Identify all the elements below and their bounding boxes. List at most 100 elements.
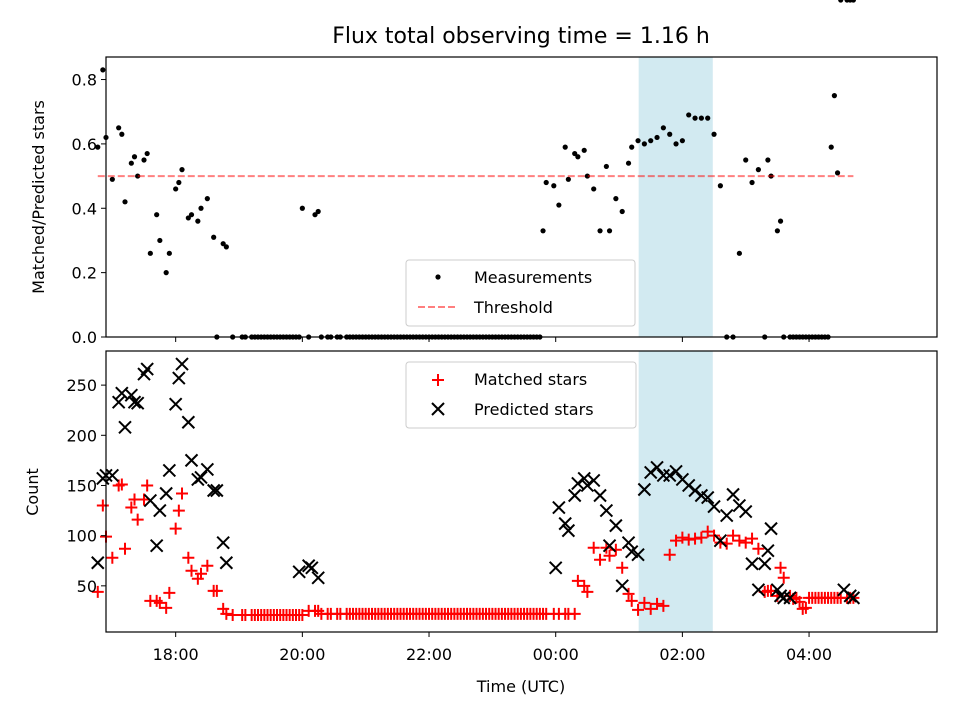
matched-star-point (296, 608, 309, 621)
legend-predicted-marker (431, 402, 445, 416)
predicted-star-point (586, 473, 601, 488)
measurement-point (581, 147, 587, 153)
matched-star-point (172, 504, 185, 517)
bottom-x-axis: 18:00 20:00 22:00 00:00 02:00 04:00 (153, 632, 832, 664)
matched-star-point (603, 549, 616, 562)
matched-star-point (220, 607, 233, 620)
matched-star-point (663, 548, 676, 561)
predicted-star-point (168, 397, 183, 411)
predicted-star-point (761, 544, 775, 558)
predicted-star-point (609, 518, 623, 533)
measurement-point (831, 93, 837, 99)
matched-star-point (739, 536, 752, 549)
predicted-star-point (777, 591, 791, 605)
measurement-point (312, 212, 318, 218)
y-tick-label: 0.4 (72, 199, 97, 218)
predicted-star-point (637, 482, 652, 497)
predicted-star-point (140, 362, 154, 376)
matched-star-point (578, 579, 591, 592)
bottom-highlight-span (638, 351, 713, 632)
predicted-star-point (701, 490, 715, 505)
top-y-axis-label: Matched/Predicted stars (29, 100, 48, 294)
measurement-point (116, 125, 122, 131)
y-tick-label: 100 (66, 527, 97, 546)
legend-matched-label: Matched stars (474, 370, 587, 389)
measurement-point (667, 131, 673, 137)
predicted-star-point (200, 462, 215, 477)
matched-star-point (163, 586, 176, 599)
measurement-point (613, 196, 619, 202)
y-tick-label: 0.8 (72, 71, 97, 90)
matched-star-point (695, 531, 708, 544)
predicted-star-point (159, 486, 173, 501)
measurement-point (749, 179, 755, 186)
top-axes-frame (105, 56, 938, 338)
measurement-point (838, 0, 844, 3)
predicted-star-point (91, 556, 105, 570)
measurement-point (850, 0, 856, 3)
matched-star-point (676, 531, 689, 544)
measurement-point (606, 228, 613, 234)
matched-star-point (793, 595, 806, 608)
y-tick-label: 0.0 (72, 328, 97, 347)
matched-star-point (571, 574, 584, 587)
predicted-star-point (726, 487, 740, 502)
measurement-point (100, 67, 106, 73)
predicted-star-point (739, 504, 753, 519)
matched-star-point (632, 603, 645, 616)
measurement-point (109, 176, 115, 182)
measurement-point (128, 160, 134, 166)
measurement-point (765, 157, 771, 163)
predicted-star-point (558, 516, 572, 531)
predicted-star-point (764, 521, 778, 536)
measurement-point (195, 218, 201, 224)
top-panel: 0.00.20.40.60.8 Matched/Predicted stars … (29, 0, 938, 347)
measurement-point (777, 218, 784, 224)
measurement-point (648, 138, 654, 144)
predicted-star-point (216, 535, 230, 550)
measurement-point (584, 173, 590, 179)
predicted-star-point (184, 453, 199, 468)
measurement-point (551, 183, 557, 189)
predicted-star-point (552, 500, 566, 515)
predicted-star-point (783, 591, 797, 605)
measurement-point (755, 167, 761, 173)
matched-star-point (96, 499, 109, 512)
predicted-star-point (181, 415, 196, 429)
predicted-star-point (118, 420, 132, 434)
matched-star-point (657, 599, 670, 612)
predicted-star-point (650, 460, 664, 475)
top-y-axis: 0.0 0.2 0.4 0.6 0.8 (72, 71, 106, 347)
matched-star-point (609, 543, 622, 556)
y-tick-label: 0.2 (72, 264, 97, 283)
measurement-point (141, 157, 147, 163)
matched-star-point (176, 487, 189, 500)
measurement-point (556, 202, 562, 208)
matched-star-point (106, 551, 119, 564)
predicted-star-point (127, 395, 142, 409)
matched-star-point (201, 559, 214, 572)
measurement-point (654, 134, 660, 141)
measurement-point (828, 144, 834, 150)
measurement-point (166, 250, 172, 256)
matched-star-point (799, 601, 812, 614)
matched-star-point (594, 553, 607, 566)
measurement-point (135, 173, 141, 179)
x-tick-label: 18:00 (153, 645, 199, 664)
x-tick-label: 04:00 (786, 645, 832, 664)
legend-predicted-label: Predicted stars (474, 400, 594, 419)
matched-star-point (312, 604, 325, 617)
predicted-star-point (599, 503, 614, 518)
x-axis-label: Time (UTC) (476, 677, 565, 696)
legend-matched-marker (432, 374, 444, 386)
measurement-point (154, 212, 160, 218)
measurement-point (144, 150, 150, 157)
matched-star-point (150, 594, 163, 607)
measurement-point (204, 196, 210, 202)
matched-star-point (714, 536, 727, 549)
measurement-point (157, 237, 163, 244)
predicted-star-point (105, 468, 120, 483)
measurement-point (220, 241, 226, 247)
measurement-point (147, 250, 153, 256)
measurement-point (597, 228, 603, 234)
